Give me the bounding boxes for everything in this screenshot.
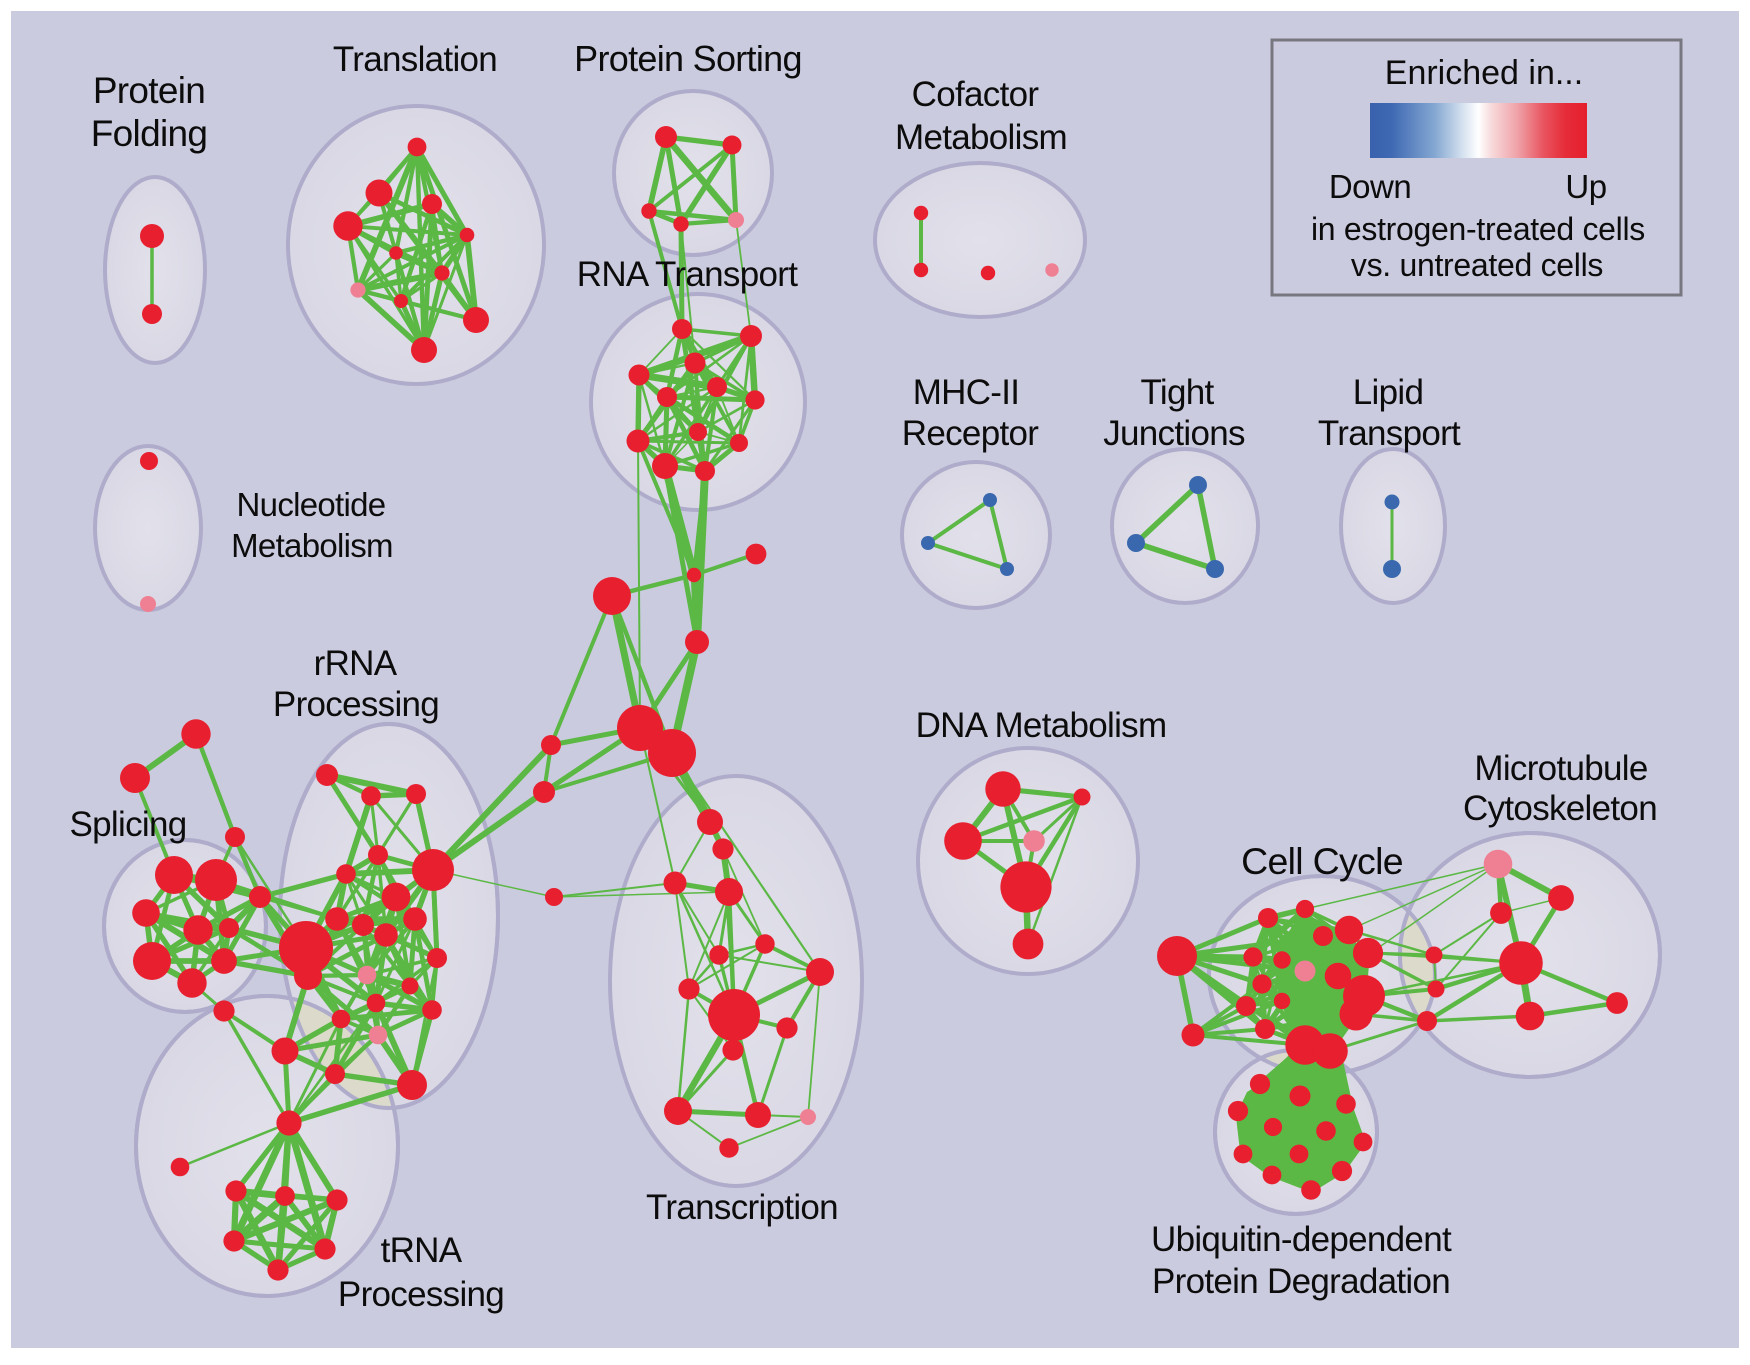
svg-text:Nucleotide: Nucleotide (237, 486, 386, 523)
svg-text:Microtubule: Microtubule (1474, 749, 1647, 788)
svg-text:Metabolism: Metabolism (895, 118, 1067, 157)
svg-text:Processing: Processing (338, 1275, 504, 1314)
svg-text:Lipid: Lipid (1353, 373, 1423, 412)
svg-text:DNA Metabolism: DNA Metabolism (916, 706, 1167, 745)
svg-text:in estrogen-treated cells: in estrogen-treated cells (1311, 211, 1645, 247)
svg-text:Ubiquitin-dependent: Ubiquitin-dependent (1151, 1220, 1452, 1259)
svg-text:Junctions: Junctions (1103, 414, 1245, 453)
svg-text:Metabolism: Metabolism (231, 527, 393, 564)
svg-text:Splicing: Splicing (70, 805, 187, 844)
svg-text:RNA Transport: RNA Transport (577, 255, 798, 294)
svg-text:Up: Up (1565, 168, 1606, 205)
svg-text:MHC-II: MHC-II (913, 373, 1020, 412)
svg-text:Protein: Protein (93, 70, 205, 111)
svg-text:Protein Degradation: Protein Degradation (1152, 1262, 1450, 1301)
svg-text:Cell Cycle: Cell Cycle (1241, 840, 1403, 882)
svg-text:Cofactor: Cofactor (912, 75, 1040, 114)
svg-text:Receptor: Receptor (902, 414, 1039, 453)
svg-text:Translation: Translation (333, 40, 497, 79)
svg-text:tRNA: tRNA (381, 1231, 463, 1270)
svg-text:Transport: Transport (1318, 414, 1461, 453)
svg-text:rRNA: rRNA (314, 644, 398, 683)
svg-text:Protein Sorting: Protein Sorting (574, 38, 802, 79)
svg-text:Tight: Tight (1140, 373, 1214, 412)
svg-text:Down: Down (1329, 168, 1411, 205)
svg-text:vs. untreated cells: vs. untreated cells (1351, 247, 1603, 283)
svg-text:Folding: Folding (91, 113, 207, 154)
svg-text:Transcription: Transcription (646, 1188, 838, 1227)
svg-text:Enriched in...: Enriched in... (1385, 54, 1583, 92)
svg-text:Cytoskeleton: Cytoskeleton (1463, 789, 1657, 828)
svg-text:Processing: Processing (273, 685, 439, 724)
